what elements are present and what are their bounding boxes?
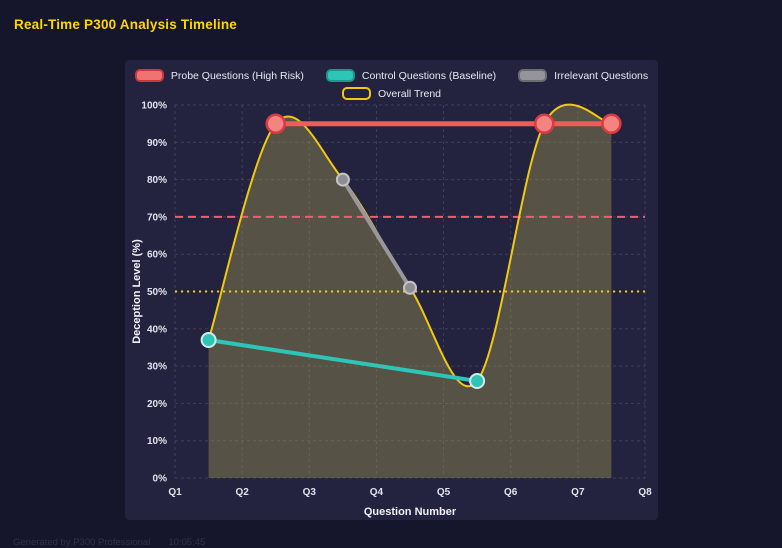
y-tick-label: 70% <box>147 212 167 223</box>
series-irrelevant-line <box>340 177 412 290</box>
chart-panel: Probe Questions (High Risk) Control Quest… <box>125 60 658 520</box>
legend-marker-control <box>325 69 355 82</box>
point-control-1[interactable] <box>469 373 486 389</box>
x-tick-label: Q8 <box>638 487 652 498</box>
x-axis-title: Question Number <box>364 506 457 518</box>
timeline-chart: Q1 Q2 Q3 Q4 Q5 Q6 Q7 Q8 0% 10% 20% 30% 40% 50% 60% 70% 8… <box>131 101 652 519</box>
legend-label-control: Control Questions (Baseline) <box>361 69 497 82</box>
series-control-line <box>206 338 480 383</box>
footer-generated-text: Generated by P300 Professional <box>13 537 151 548</box>
x-tick-label: Q5 <box>437 487 451 498</box>
x-tick-label: Q4 <box>370 487 384 498</box>
point-irrelevant-1[interactable] <box>403 280 417 295</box>
legend-item-irrelevant[interactable]: Irrelevant Questions <box>518 69 648 82</box>
legend-label-irrelevant: Irrelevant Questions <box>554 69 649 82</box>
x-tick-label: Q2 <box>235 487 249 498</box>
y-tick-label: 80% <box>147 175 167 186</box>
legend-item-control[interactable]: Control Questions (Baseline) <box>325 69 497 82</box>
point-probe-1[interactable] <box>534 113 555 134</box>
y-tick-label: 40% <box>147 324 167 335</box>
y-tick-label: 30% <box>147 362 167 373</box>
legend-marker-trend <box>341 87 371 100</box>
x-tick-label: Q7 <box>571 487 585 498</box>
y-tick-label: 60% <box>147 250 167 261</box>
legend-label-probe: Probe Questions (High Risk) <box>170 69 304 82</box>
point-irrelevant-0[interactable] <box>335 172 350 187</box>
chart-legend: Probe Questions (High Risk) Control Quest… <box>125 69 658 100</box>
legend-marker-probe <box>134 69 164 82</box>
y-tick-label: 20% <box>147 399 167 410</box>
point-probe-0[interactable] <box>265 113 286 134</box>
chart-area: Q1 Q2 Q3 Q4 Q5 Q6 Q7 Q8 0% 10% 20% 30% 40% 50% 60% 70% 8… <box>125 60 658 520</box>
point-probe-2[interactable] <box>601 113 622 134</box>
x-tick-label: Q6 <box>504 487 518 498</box>
y-tick-label: 0% <box>153 474 168 485</box>
page-title: Real-Time P300 Analysis Timeline <box>14 17 238 32</box>
footer-note: Generated by P300 Professional 10:05:45 <box>13 537 205 548</box>
y-tick-label: 50% <box>147 287 167 298</box>
x-tick-label: Q3 <box>303 487 317 498</box>
point-control-0[interactable] <box>200 332 217 348</box>
y-tick-label: 100% <box>141 101 167 112</box>
legend-row: Probe Questions (High Risk) Control Quest… <box>134 69 648 82</box>
footer-timestamp: 10:05:45 <box>168 537 206 548</box>
legend-item-trend[interactable]: Overall Trend <box>341 87 442 100</box>
x-tick-label: Q1 <box>168 487 182 498</box>
legend-row: Overall Trend <box>341 87 442 100</box>
y-tick-label: 90% <box>147 138 167 149</box>
y-tick-label: 10% <box>147 436 167 447</box>
y-axis-title: Deception Level (%) <box>131 239 143 344</box>
legend-marker-irrelevant <box>518 69 548 82</box>
legend-item-probe[interactable]: Probe Questions (High Risk) <box>134 69 304 82</box>
legend-label-trend: Overall Trend <box>377 87 442 100</box>
